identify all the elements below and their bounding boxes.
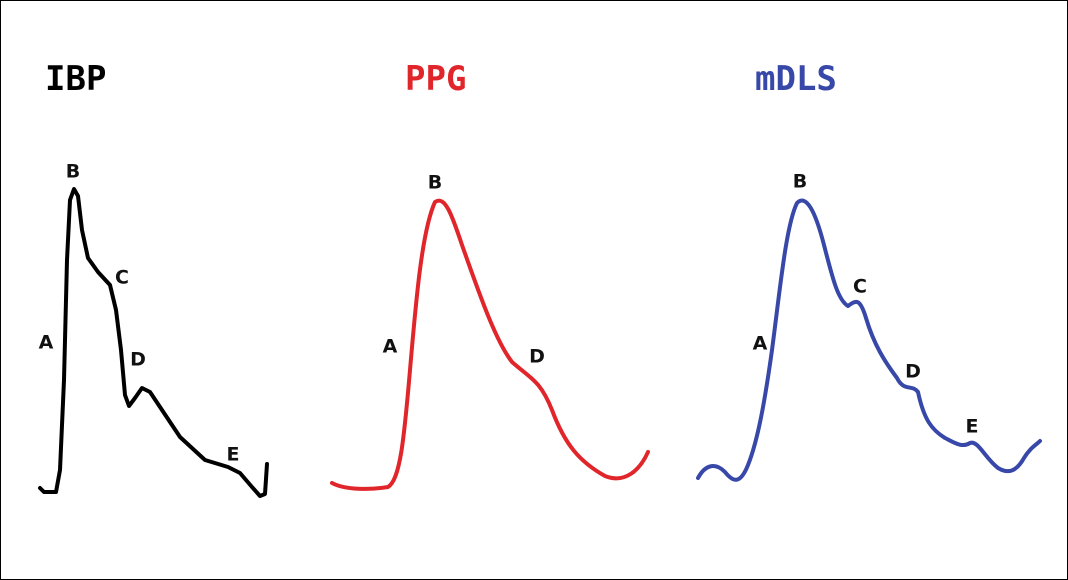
point-label: C: [115, 267, 129, 289]
panel-title: mDLS: [755, 59, 837, 99]
point-label: D: [130, 349, 146, 371]
point-label: B: [428, 172, 442, 194]
point-label: D: [905, 361, 921, 383]
point-label: B: [793, 171, 807, 193]
panel-title: IBP: [45, 59, 106, 99]
waveform: [696, 198, 1042, 482]
point-label: A: [383, 336, 398, 358]
point-label: A: [39, 332, 54, 354]
waveform: [38, 187, 269, 498]
point-label: B: [66, 161, 80, 183]
panel-title: PPG: [405, 59, 466, 99]
point-label: C: [853, 276, 867, 298]
point-label: A: [753, 333, 768, 355]
point-label: D: [529, 346, 545, 368]
point-label: E: [966, 416, 979, 438]
waveform: [330, 198, 650, 491]
point-label: E: [227, 444, 240, 466]
